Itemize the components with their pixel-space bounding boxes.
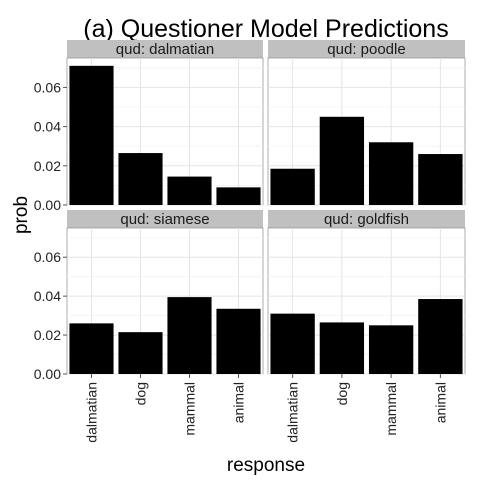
- facet-qud-dalmatian: qud: dalmatian: [66, 40, 264, 206]
- y-tick-label: 0.02: [34, 327, 61, 343]
- facet-panels: qud: dalmatian 0.00 0.02 0.04 0.06 qud: poodl…: [34, 40, 466, 443]
- facet-strip: [268, 210, 465, 228]
- bar-mammal: [167, 176, 212, 205]
- x-tick-label: mammal: [383, 382, 399, 436]
- bar-mammal: [368, 325, 414, 374]
- facet-strip-label: qud: dalmatian: [116, 41, 214, 58]
- bar-dog: [319, 322, 365, 374]
- bar-animal: [216, 308, 261, 374]
- y-tick-label: 0.04: [34, 119, 61, 135]
- x-tick-label: dog: [334, 382, 350, 405]
- chart-title: (a) Questioner Model Predictions: [83, 15, 448, 43]
- facet-qud-poodle: qud: poodle: [267, 40, 466, 206]
- y-tick-label: 0.00: [34, 197, 61, 213]
- bar-dog: [118, 153, 163, 205]
- x-tick-label: mammal: [182, 382, 198, 436]
- y-tick-label: 0.00: [34, 366, 61, 382]
- bar-dalmatian: [69, 65, 114, 205]
- x-axis-title: response: [227, 455, 305, 476]
- facet-strip-label: qud: goldfish: [324, 211, 409, 228]
- y-tick-label: 0.04: [34, 288, 61, 304]
- bar-dalmatian: [69, 323, 114, 374]
- bar-animal: [418, 299, 463, 374]
- y-tick-label: 0.06: [34, 79, 61, 95]
- facet-strip: [67, 210, 263, 228]
- x-tick-label: dalmatian: [285, 382, 301, 443]
- x-tick-label: animal: [231, 382, 247, 423]
- y-tick-label: 0.02: [34, 158, 61, 174]
- bar-dog: [319, 116, 365, 205]
- bar-dalmatian: [270, 168, 315, 205]
- x-tick-label: dalmatian: [84, 382, 100, 443]
- bar-dalmatian: [270, 313, 315, 374]
- bar-mammal: [167, 297, 212, 374]
- facet-strip-label: qud: poodle: [327, 41, 405, 58]
- y-tick-label: 0.06: [34, 249, 61, 265]
- facet-qud-goldfish: qud: goldfish: [267, 210, 466, 375]
- facet-strip-label: qud: siamese: [120, 211, 209, 228]
- bar-mammal: [368, 142, 414, 205]
- x-tick-label: dog: [133, 382, 149, 405]
- facet-strip: [268, 40, 465, 58]
- bar-dog: [118, 332, 163, 374]
- facet-strip: [67, 40, 263, 58]
- y-axis-title: prob: [11, 196, 32, 234]
- bar-animal: [418, 154, 463, 205]
- x-tick-label: animal: [432, 382, 448, 423]
- bar-animal: [216, 187, 261, 205]
- facet-qud-siamese: qud: siamese: [66, 210, 264, 375]
